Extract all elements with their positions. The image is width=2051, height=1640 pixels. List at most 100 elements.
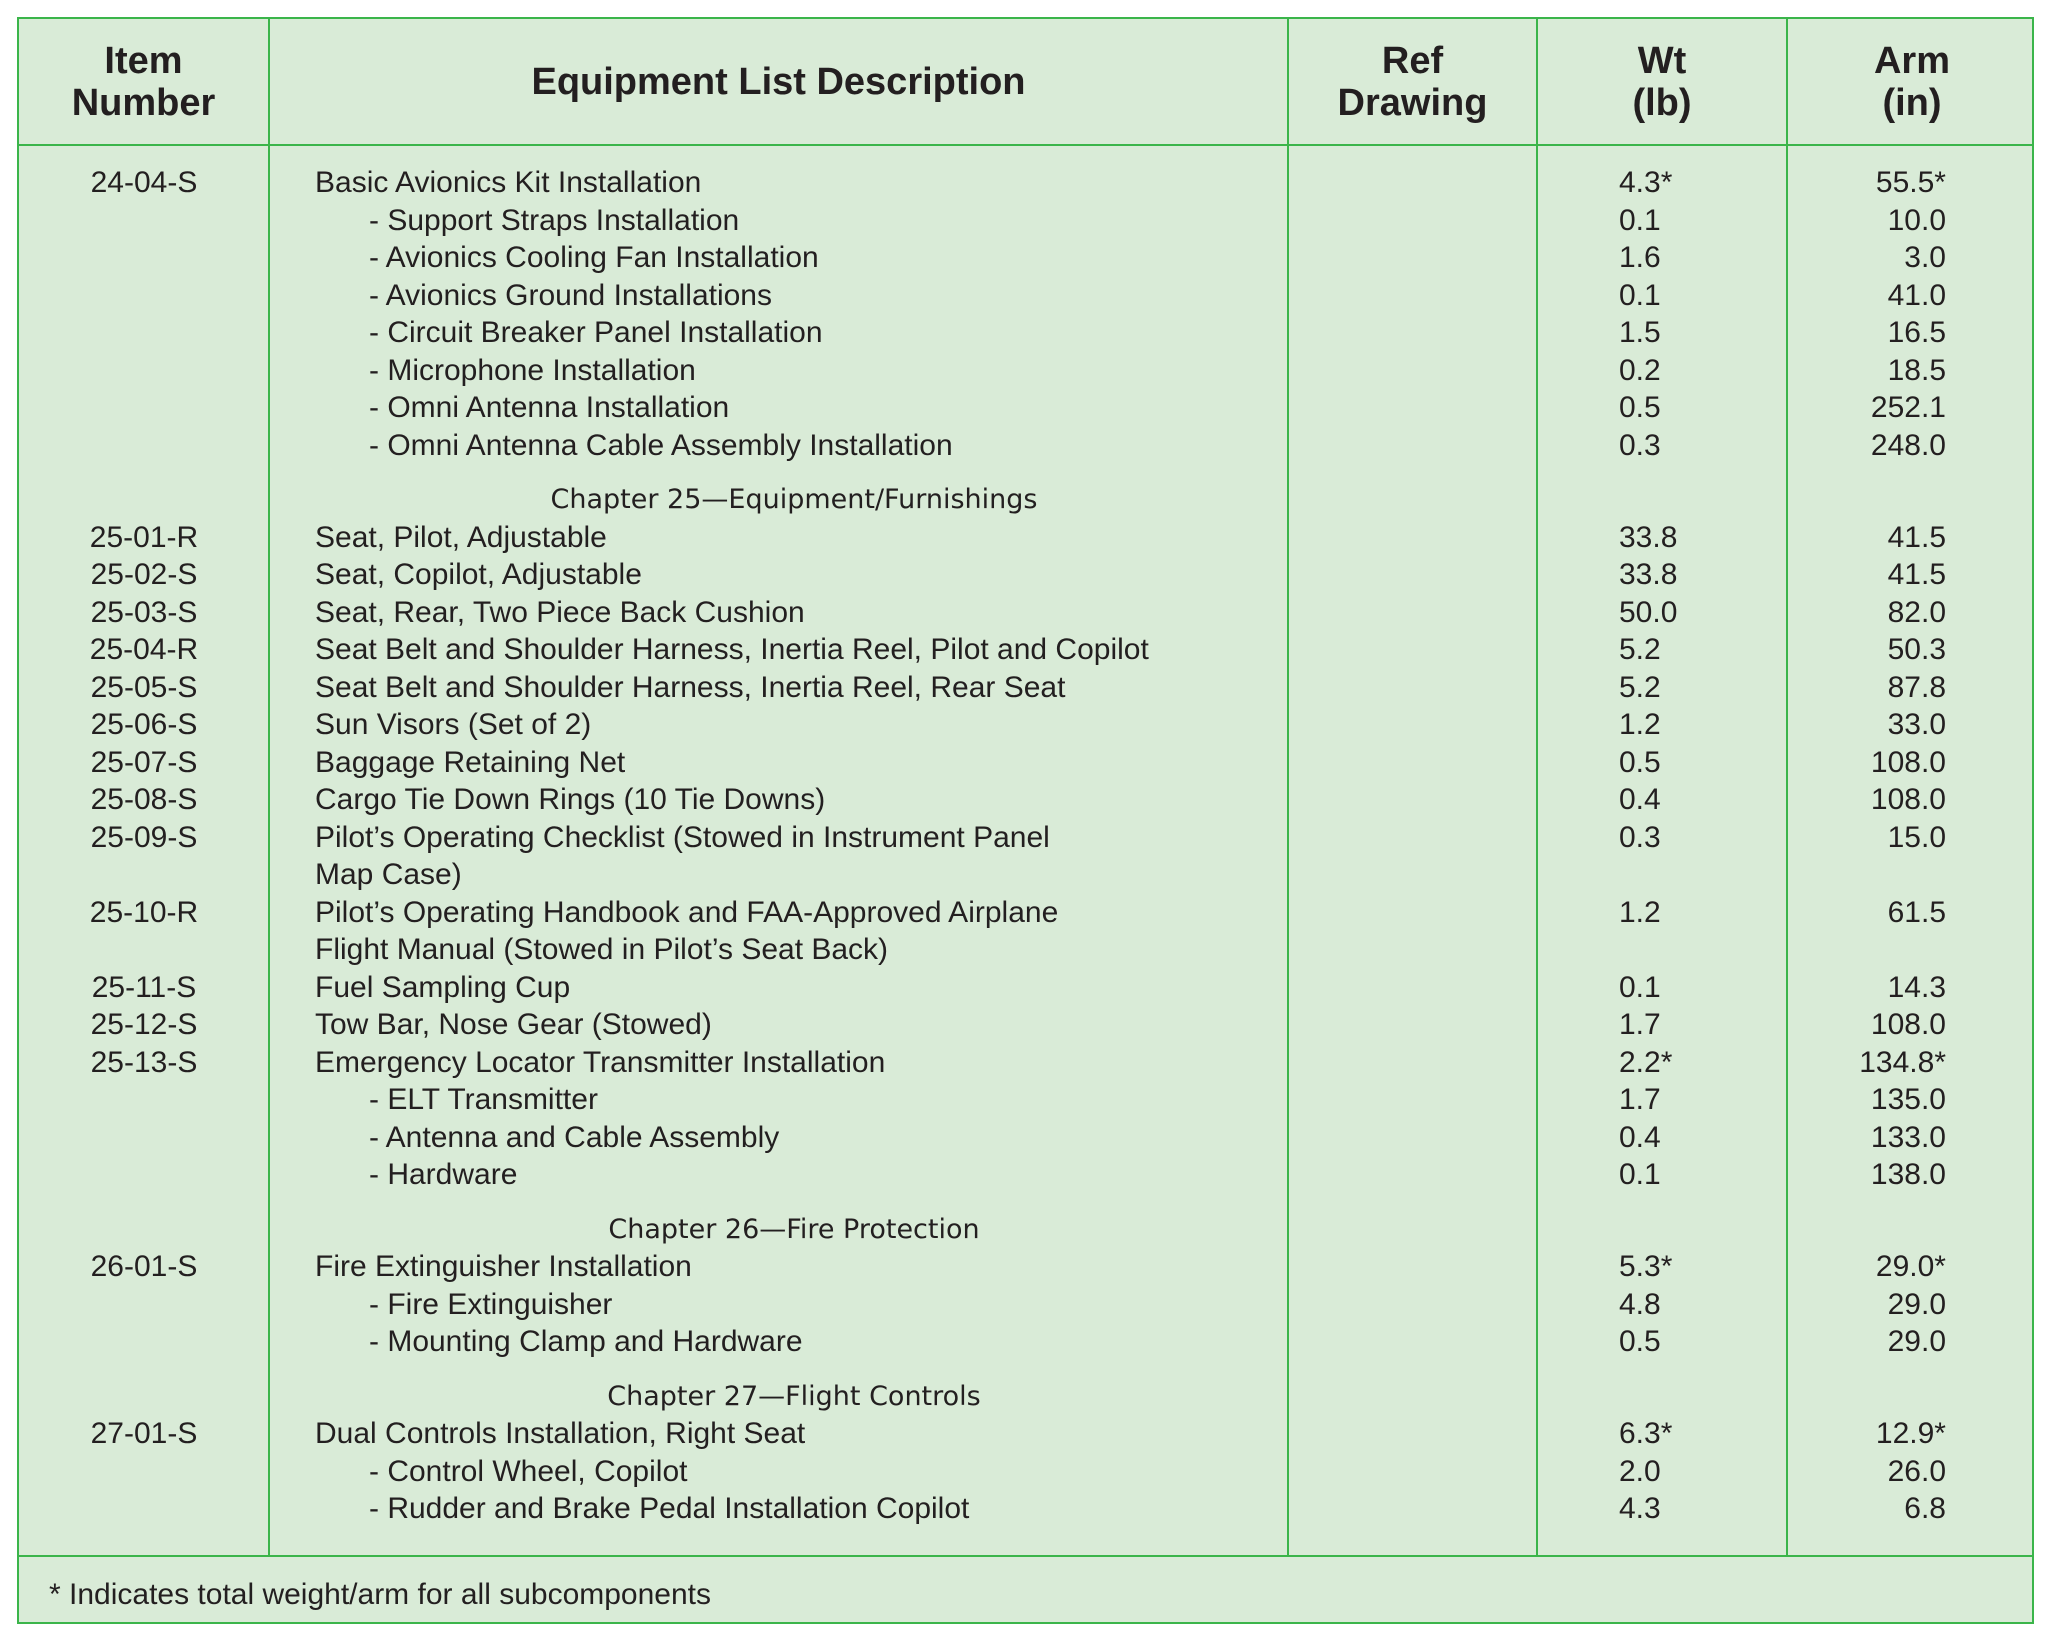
item-weight: 1.6 <box>1619 241 1661 274</box>
item-description: - Antenna and Cable Assembly <box>369 1120 780 1154</box>
item-description: Emergency Locator Transmitter Installati… <box>315 1045 886 1079</box>
chapter-heading: Chapter 25—Equipment/Furnishings <box>19 481 2032 519</box>
item-number: 25-03-S <box>90 595 198 629</box>
column-divider-2 <box>1287 19 1289 1555</box>
sub-item-row: - Mounting Clamp and Hardware 0.5 29.0 <box>19 1323 2032 1361</box>
item-arm: 41.5 <box>1887 520 1946 554</box>
item-arm: 41.5 <box>1887 558 1946 591</box>
item-arm: 12.9* <box>1875 1417 1946 1450</box>
chapter-title: Chapter 25—Equipment/Furnishings <box>550 484 1038 515</box>
item-arm: 82.0 <box>1887 595 1946 629</box>
item-arm: 50.3 <box>1887 633 1946 666</box>
sub-item-row: - ELT Transmitter 1.7 135.0 <box>19 1081 2032 1119</box>
table-row: Flight Manual (Stowed in Pilot’s Seat Ba… <box>19 931 2032 969</box>
column-divider-4 <box>1786 19 1788 1555</box>
item-weight: 0.4 <box>1619 783 1661 816</box>
chapter-title: Chapter 26—Fire Protection <box>608 1213 980 1245</box>
item-description: - Hardware <box>369 1158 518 1191</box>
sub-item-row: - Fire Extinguisher 4.8 29.0 <box>19 1286 2032 1324</box>
header-divider <box>19 144 2032 146</box>
header-weight: Wt (lb) <box>1632 39 1692 124</box>
item-description: Seat, Pilot, Adjustable <box>315 520 607 554</box>
header-ref-drawing: Ref Drawing <box>1337 39 1488 124</box>
item-weight: 0.3 <box>1619 820 1661 854</box>
sub-item-row: - Microphone Installation 0.2 18.5 <box>19 352 2032 390</box>
item-number: 25-07-S <box>90 745 198 779</box>
item-description: - Circuit Breaker Panel Installation <box>369 316 823 349</box>
item-number: 24-04-S <box>90 166 198 199</box>
item-description: - Omni Antenna Cable Assembly Installati… <box>369 428 953 462</box>
item-description: Seat Belt and Shoulder Harness, Inertia … <box>315 633 1149 666</box>
item-description: Pilot’s Operating Checklist (Stowed in I… <box>315 820 1050 854</box>
table-row: 26-01-S Fire Extinguisher Installation 5.3… <box>19 1248 2032 1286</box>
item-description: Basic Avionics Kit Installation <box>315 166 702 199</box>
table-row: 25-12-S Tow Bar, Nose Gear (Stowed) 1.7 108… <box>19 1006 2032 1044</box>
table-row: 25-04-R Seat Belt and Shoulder Harness, I… <box>19 631 2032 669</box>
item-arm: 6.8 <box>1904 1492 1946 1525</box>
sub-item-row: - Support Straps Installation 0.1 10.0 <box>19 202 2032 240</box>
item-arm: 87.8 <box>1887 670 1946 704</box>
item-weight: 50.0 <box>1619 595 1678 629</box>
item-arm: 29.0 <box>1887 1287 1946 1321</box>
item-number: 25-01-R <box>89 520 199 554</box>
item-description: - Control Wheel, Copilot <box>369 1454 688 1488</box>
item-arm: 108.0 <box>1870 1008 1946 1041</box>
item-description: Seat, Rear, Two Piece Back Cushion <box>315 595 805 629</box>
item-arm: 15.0 <box>1887 820 1946 854</box>
item-arm: 14.3 <box>1887 970 1946 1004</box>
item-number: 25-06-S <box>90 708 198 741</box>
item-arm: 33.0 <box>1887 708 1946 741</box>
table-row: 27-01-S Dual Controls Installation, Right… <box>19 1415 2032 1453</box>
item-description: Map Case) <box>315 858 462 891</box>
item-arm: 252.1 <box>1870 391 1946 424</box>
item-arm: 29.0* <box>1875 1250 1946 1283</box>
item-weight: 0.5 <box>1619 391 1661 424</box>
item-weight: 4.3 <box>1619 1492 1661 1525</box>
table-row: 24-04-S Basic Avionics Kit Installation 4.… <box>19 164 2032 202</box>
item-weight: 0.2 <box>1619 353 1661 387</box>
item-description: Sun Visors (Set of 2) <box>315 708 592 741</box>
item-arm: 26.0 <box>1887 1454 1946 1488</box>
sub-item-row: - Circuit Breaker Panel Installation 1.5 1… <box>19 314 2032 352</box>
table-row: 25-10-R Pilot’s Operating Handbook and FA… <box>19 894 2032 932</box>
item-description: Tow Bar, Nose Gear (Stowed) <box>315 1008 712 1041</box>
item-number: 26-01-S <box>90 1250 198 1283</box>
item-description: Fire Extinguisher Installation <box>315 1250 692 1283</box>
sub-item-row: - Rudder and Brake Pedal Installation Co… <box>19 1490 2032 1528</box>
column-divider-1 <box>268 19 270 1555</box>
item-arm: 41.0 <box>1887 278 1946 312</box>
item-weight: 0.3 <box>1619 428 1661 462</box>
item-number: 25-11-S <box>91 970 197 1004</box>
item-number: 25-02-S <box>90 558 198 591</box>
footnote: * Indicates total weight/arm for all sub… <box>49 1578 712 1611</box>
sub-item-row: - Avionics Cooling Fan Installation 1.6 3.… <box>19 239 2032 277</box>
footer-divider <box>19 1555 2032 1557</box>
item-weight: 0.1 <box>1619 970 1661 1004</box>
item-weight: 1.2 <box>1619 708 1661 741</box>
item-weight: 0.5 <box>1619 745 1661 779</box>
item-arm: 108.0 <box>1870 745 1946 779</box>
item-weight: 0.5 <box>1619 1325 1661 1358</box>
item-number: 25-10-R <box>89 895 199 929</box>
item-description: - Fire Extinguisher <box>369 1287 613 1321</box>
table-row: 25-08-S Cargo Tie Down Rings (10 Tie Down… <box>19 781 2032 819</box>
column-divider-3 <box>1536 19 1538 1555</box>
item-weight: 5.2 <box>1619 633 1661 666</box>
item-description: - Rudder and Brake Pedal Installation Co… <box>369 1492 970 1525</box>
table-row: 25-06-S Sun Visors (Set of 2) 1.2 33.0 <box>19 706 2032 744</box>
item-arm: 16.5 <box>1887 316 1946 349</box>
sub-item-row: - Antenna and Cable Assembly 0.4 133.0 <box>19 1119 2032 1157</box>
sub-item-row: - Avionics Ground Installations 0.1 41.0 <box>19 277 2032 315</box>
table-row: 25-07-S Baggage Retaining Net 0.5 108.0 <box>19 744 2032 782</box>
item-arm: 10.0 <box>1887 203 1946 237</box>
chapter-heading: Chapter 27—Flight Controls <box>19 1378 2032 1416</box>
item-arm: 248.0 <box>1870 428 1946 462</box>
item-weight: 0.4 <box>1619 1120 1661 1154</box>
item-arm: 135.0 <box>1870 1083 1946 1116</box>
item-weight: 1.7 <box>1619 1083 1661 1116</box>
item-weight: 2.2* <box>1619 1045 1673 1079</box>
header-item-number: Item Number <box>71 39 216 124</box>
item-weight: 0.1 <box>1619 203 1661 237</box>
table-row: 25-09-S Pilot’s Operating Checklist (Stow… <box>19 819 2032 857</box>
item-weight: 5.2 <box>1619 670 1661 704</box>
